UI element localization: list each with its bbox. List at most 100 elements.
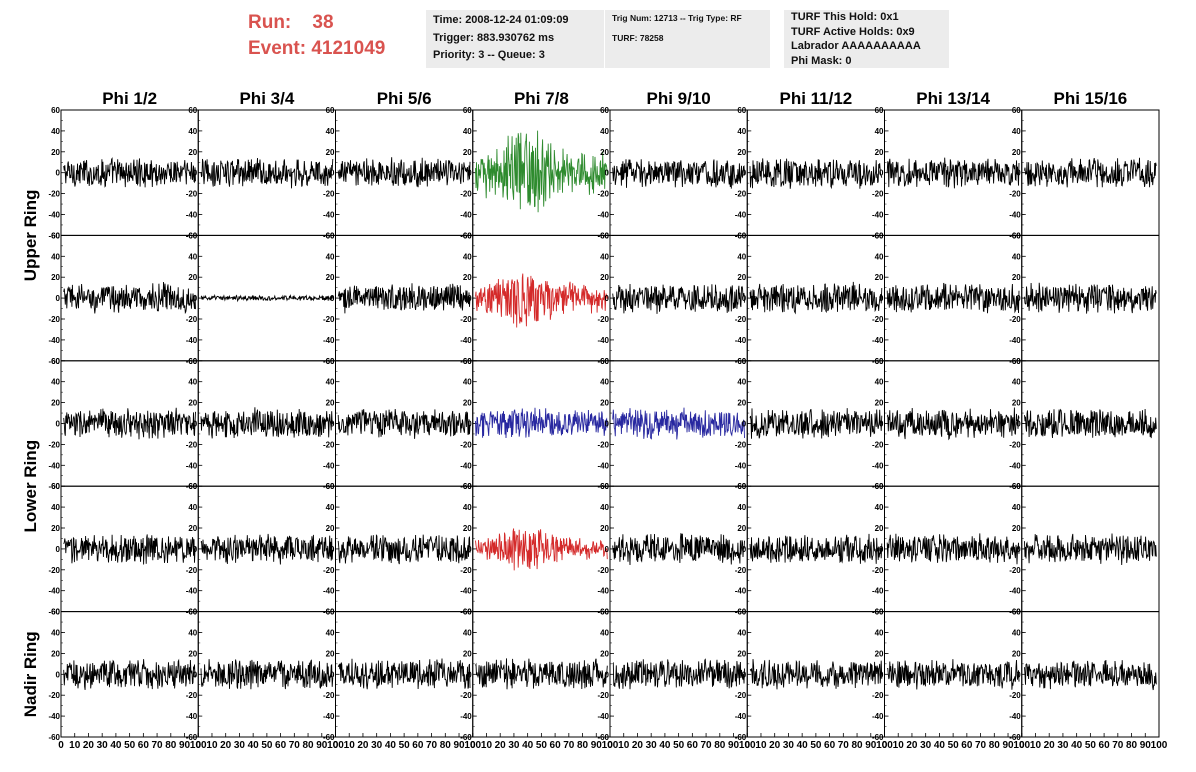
waveform-trace: [1024, 408, 1157, 439]
x-tick-label: 70: [1112, 740, 1124, 751]
y-tick-label: 20: [875, 649, 884, 658]
y-tick-label: 20: [875, 524, 884, 533]
waveform-trace: [337, 534, 471, 565]
y-tick-label: -40: [48, 211, 60, 220]
y-tick-label: 60: [600, 357, 609, 366]
x-tick-label: 10: [755, 740, 767, 751]
x-tick-label: 0: [58, 740, 64, 751]
x-tick-label: 40: [110, 740, 122, 751]
x-tick-label: 20: [906, 740, 918, 751]
y-tick-label: -60: [48, 231, 60, 240]
y-tick-label: 0: [1016, 420, 1021, 429]
waveform-trace: [200, 293, 334, 303]
y-tick-label: -40: [597, 587, 609, 596]
waveform-trace: [475, 658, 608, 690]
column-header: Phi 15/16: [1054, 89, 1128, 108]
y-tick-label: 40: [600, 629, 609, 638]
x-tick-label: 80: [165, 740, 177, 751]
y-tick-label: 60: [875, 231, 884, 240]
waveform-trace: [749, 408, 883, 439]
waveform-trace: [886, 407, 1020, 441]
y-tick-label: 60: [326, 357, 335, 366]
y-tick-label: -40: [597, 461, 609, 470]
x-tick-label: 70: [152, 740, 164, 751]
x-tick-label: 10: [481, 740, 493, 751]
y-tick-label: -40: [872, 461, 884, 470]
y-tick-label: 20: [51, 148, 60, 157]
y-tick-label: -60: [735, 733, 747, 742]
y-tick-label: 60: [875, 608, 884, 617]
y-tick-label: 60: [51, 608, 60, 617]
run-value: 38: [312, 12, 334, 33]
y-tick-label: 40: [737, 252, 746, 261]
trigger-line: Trigger: 883.930762 ms: [433, 31, 555, 44]
x-tick-label: 20: [769, 740, 781, 751]
turf-line: TURF: 78258: [612, 33, 664, 43]
y-tick-label: 0: [742, 670, 747, 679]
y-tick-label: -20: [872, 566, 884, 575]
y-tick-label: 0: [330, 294, 335, 303]
y-tick-label: 20: [188, 273, 197, 282]
y-tick-label: 40: [600, 252, 609, 261]
y-tick-label: 0: [467, 545, 472, 554]
y-tick-label: -60: [460, 733, 472, 742]
y-tick-label: -60: [597, 733, 609, 742]
y-tick-label: 0: [1016, 169, 1021, 178]
y-tick-label: -20: [460, 566, 472, 575]
y-tick-label: -60: [872, 733, 884, 742]
y-tick-label: 20: [463, 273, 472, 282]
y-tick-label: 0: [193, 294, 198, 303]
y-tick-label: 0: [193, 169, 198, 178]
x-tick-label: 30: [508, 740, 520, 751]
x-tick-label: 50: [261, 740, 273, 751]
waveform-trace: [749, 158, 883, 190]
waveform-trace: [612, 532, 745, 566]
x-tick-label: 60: [550, 740, 562, 751]
y-tick-label: -20: [597, 315, 609, 324]
y-tick-label: 20: [737, 399, 746, 408]
y-tick-label: -60: [186, 733, 198, 742]
turf-info-box: TURF This Hold: 0x1 TURF Active Holds: 0…: [784, 10, 949, 68]
y-tick-label: 0: [742, 294, 747, 303]
y-tick-label: 0: [1016, 294, 1021, 303]
waveform-trace: [475, 407, 608, 439]
y-tick-label: 40: [1012, 378, 1021, 387]
y-tick-label: -20: [597, 566, 609, 575]
y-tick-label: -20: [872, 190, 884, 199]
column-header: Phi 3/4: [239, 89, 294, 108]
y-tick-label: 0: [467, 670, 472, 679]
y-tick-label: -40: [323, 336, 335, 345]
y-tick-label: 40: [875, 503, 884, 512]
y-tick-label: 20: [600, 524, 609, 533]
y-tick-label: -40: [48, 336, 60, 345]
y-tick-label: 40: [51, 252, 60, 261]
y-tick-label: 60: [188, 482, 197, 491]
x-tick-label: 90: [865, 740, 877, 751]
waveform-trace: [887, 659, 1020, 690]
y-tick-label: 40: [737, 127, 746, 136]
x-tick-label: 40: [522, 740, 534, 751]
y-tick-label: 40: [600, 127, 609, 136]
y-tick-label: 40: [188, 127, 197, 136]
y-tick-label: 0: [330, 169, 335, 178]
waveform-trace: [612, 407, 745, 440]
x-tick-label: 60: [138, 740, 150, 751]
y-tick-label: 0: [605, 545, 610, 554]
x-tick-label: 70: [563, 740, 575, 751]
y-tick-label: 20: [1012, 399, 1021, 408]
y-tick-label: -20: [323, 440, 335, 449]
y-tick-label: 40: [51, 629, 60, 638]
x-tick-label: 70: [975, 740, 987, 751]
y-tick-label: 60: [737, 482, 746, 491]
waveform-trace: [475, 130, 608, 213]
y-tick-label: 20: [188, 649, 197, 658]
x-tick-label: 90: [728, 740, 740, 751]
x-tick-label: 90: [1140, 740, 1152, 751]
x-tick-label: 50: [1085, 740, 1097, 751]
x-tick-label: 40: [1071, 740, 1083, 751]
x-tick-label: 60: [412, 740, 424, 751]
waveform-trace: [886, 282, 1020, 314]
waveform-trace: [337, 283, 471, 314]
y-tick-label: 0: [605, 670, 610, 679]
y-tick-label: 0: [879, 169, 884, 178]
